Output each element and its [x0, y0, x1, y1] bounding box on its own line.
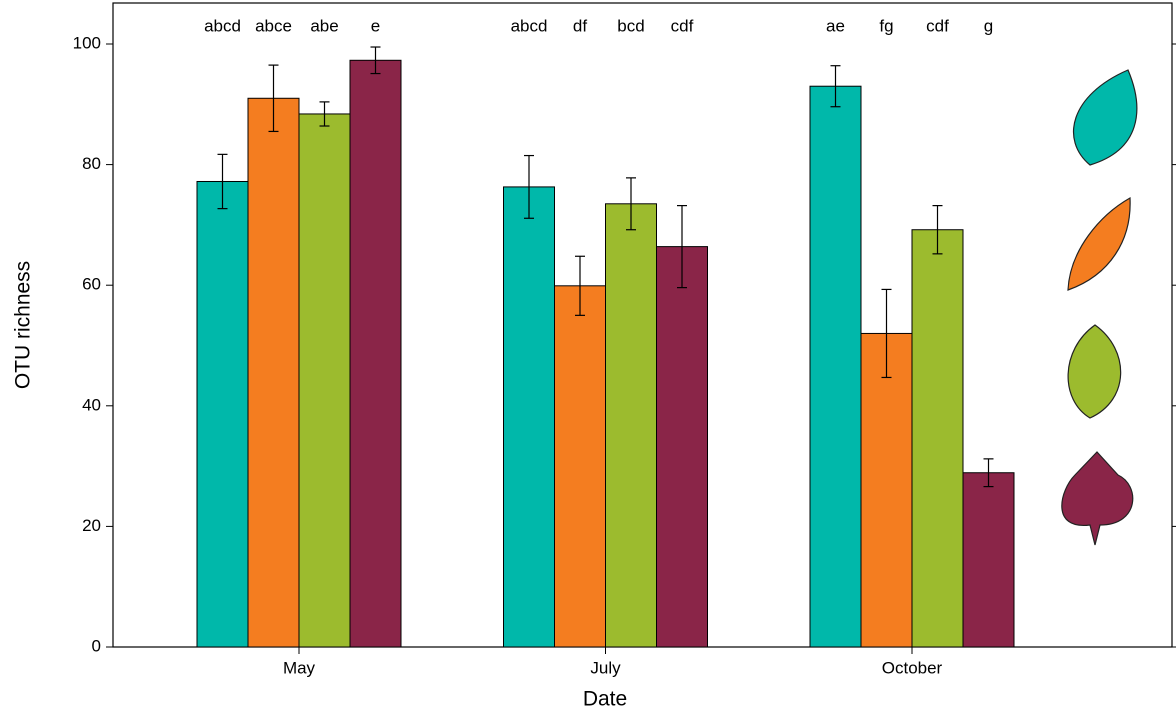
- bar: [656, 246, 708, 648]
- significance-letters: abcd: [204, 16, 241, 35]
- error-bar: [830, 65, 841, 108]
- x-tick-label: May: [283, 658, 316, 677]
- bar: [962, 472, 1015, 648]
- error-bar: [268, 64, 279, 133]
- error-bar: [983, 458, 994, 488]
- y-tick-label: 20: [82, 516, 101, 535]
- bar: [196, 180, 249, 648]
- bar: [247, 97, 300, 648]
- leaf-icon: [1072, 69, 1138, 166]
- error-bar: [217, 153, 228, 210]
- y-tick-label: 60: [82, 275, 101, 294]
- y-tick-label: 100: [73, 33, 101, 52]
- leaf-icon: [1061, 451, 1134, 546]
- x-tick-label: October: [882, 658, 943, 677]
- y-tick-label: 80: [82, 154, 101, 173]
- leaf-icon: [1067, 324, 1122, 419]
- y-tick-label: 40: [82, 395, 101, 414]
- significance-letters: g: [984, 16, 993, 35]
- bar: [809, 85, 862, 648]
- error-bar: [881, 288, 892, 379]
- bar: [554, 285, 606, 648]
- bar: [605, 203, 657, 648]
- error-bar: [370, 46, 381, 75]
- significance-letters: abe: [310, 16, 338, 35]
- significance-letters: abce: [255, 16, 292, 35]
- bar: [860, 332, 913, 648]
- x-tick-label: July: [590, 658, 621, 677]
- x-axis-title: Date: [583, 688, 627, 711]
- significance-letters: ae: [826, 16, 845, 35]
- y-tick-label: 0: [92, 636, 101, 655]
- significance-letters: e: [371, 16, 380, 35]
- error-bar: [626, 177, 636, 231]
- significance-letters: df: [573, 16, 587, 35]
- error-bar: [677, 205, 687, 289]
- error-bar: [575, 255, 585, 316]
- bar: [911, 229, 964, 648]
- leaf-icon: [1067, 196, 1131, 291]
- leaf-icons: [1061, 69, 1138, 546]
- bar: [349, 59, 402, 648]
- significance-letters: fg: [879, 16, 893, 35]
- significance-letters: bcd: [617, 16, 644, 35]
- error-bar: [319, 101, 330, 127]
- significance-letters: cdf: [671, 16, 694, 35]
- y-axis-title: OTU richness: [12, 261, 35, 389]
- bar: [503, 186, 555, 648]
- error-bar: [932, 205, 943, 255]
- significance-letters: cdf: [926, 16, 949, 35]
- bar: [298, 113, 351, 648]
- significance-letters: abcd: [511, 16, 548, 35]
- error-bar: [524, 154, 534, 219]
